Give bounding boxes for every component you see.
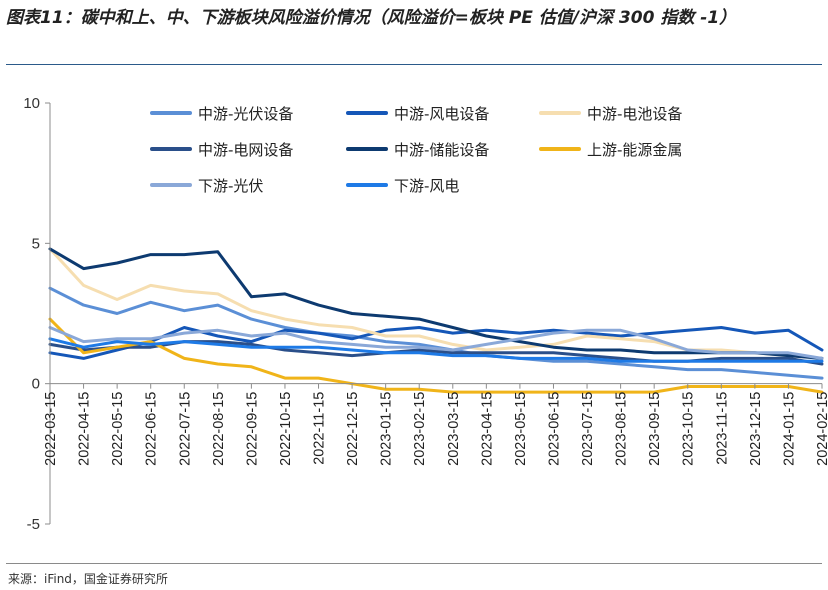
- x-tick-label: 2023-03-15: [446, 392, 462, 466]
- y-tick-label: -5: [27, 516, 40, 533]
- y-tick-label: 10: [23, 95, 40, 112]
- chart-title: 图表11：碳中和上、中、下游板块风险溢价情况（风险溢价=板块 PE 估值/沪深 …: [6, 8, 737, 28]
- series-line-2: [48, 326, 824, 360]
- legend-label-3: 中游-电池设备: [587, 105, 682, 123]
- source-note: 来源：iFind，国金证券研究所: [8, 572, 168, 586]
- x-tick-label: 2022-11-15: [312, 392, 328, 465]
- series-line-1: [48, 286, 824, 380]
- title-rule: [6, 64, 822, 65]
- legend-label-7: 下游-光伏: [198, 177, 263, 195]
- x-tick-label: 2024-02-15: [815, 392, 828, 466]
- footer-rule: [6, 563, 822, 564]
- x-tick-label: 2023-01-15: [379, 392, 395, 466]
- series-line-7: [48, 326, 824, 360]
- legend-label-5: 中游-储能设备: [394, 141, 489, 159]
- x-tick-label: 2023-05-15: [513, 392, 529, 466]
- x-tick-label: 2022-09-15: [244, 392, 260, 466]
- legend-label-1: 中游-光伏设备: [198, 105, 293, 123]
- x-tick-label: 2022-03-15: [43, 392, 59, 466]
- series-line-8: [48, 337, 824, 363]
- x-tick-label: 2022-10-15: [278, 392, 294, 466]
- x-tick-label: 2023-02-15: [412, 392, 428, 466]
- x-tick-label: 2023-08-15: [614, 392, 630, 466]
- x-tick-label: 2023-12-15: [748, 392, 764, 466]
- x-tick-label: 2022-06-15: [144, 392, 160, 466]
- y-tick-label: 5: [32, 235, 40, 252]
- x-tick-label: 2024-01-15: [781, 392, 797, 466]
- x-tick-label: 2022-04-15: [77, 392, 93, 466]
- legend-label-2: 中游-风电设备: [394, 105, 489, 123]
- x-tick-label: 2022-05-15: [110, 392, 126, 466]
- x-tick-label: 2022-07-15: [177, 392, 193, 466]
- series-line-6: [48, 317, 824, 394]
- y-tick-label: 0: [32, 376, 40, 393]
- x-tick-label: 2022-08-15: [211, 392, 227, 466]
- x-tick-label: 2023-10-15: [681, 392, 697, 466]
- legend-label-6: 上游-能源金属: [587, 141, 682, 159]
- x-tick-label: 2023-07-15: [580, 392, 596, 466]
- series-layer: [48, 247, 824, 394]
- legend-label-4: 中游-电网设备: [198, 141, 293, 159]
- series-line-5: [48, 247, 824, 360]
- legend-label-8: 下游-风电: [394, 177, 459, 195]
- x-tick-label: 2023-09-15: [647, 392, 663, 466]
- x-tick-label: 2023-06-15: [546, 392, 562, 466]
- x-tick-label: 2023-04-15: [479, 392, 495, 466]
- x-tick-label: 2023-11-15: [714, 392, 730, 465]
- axis-layer: -5 0 5 10 2022-03-15 2022-04-15 2022-05-15 2022…: [23, 95, 828, 533]
- line-chart: -5 0 5 10 2022-03-15 2022-04-15 2022-05-15 2022…: [23, 95, 828, 533]
- x-tick-label: 2022-12-15: [345, 392, 361, 466]
